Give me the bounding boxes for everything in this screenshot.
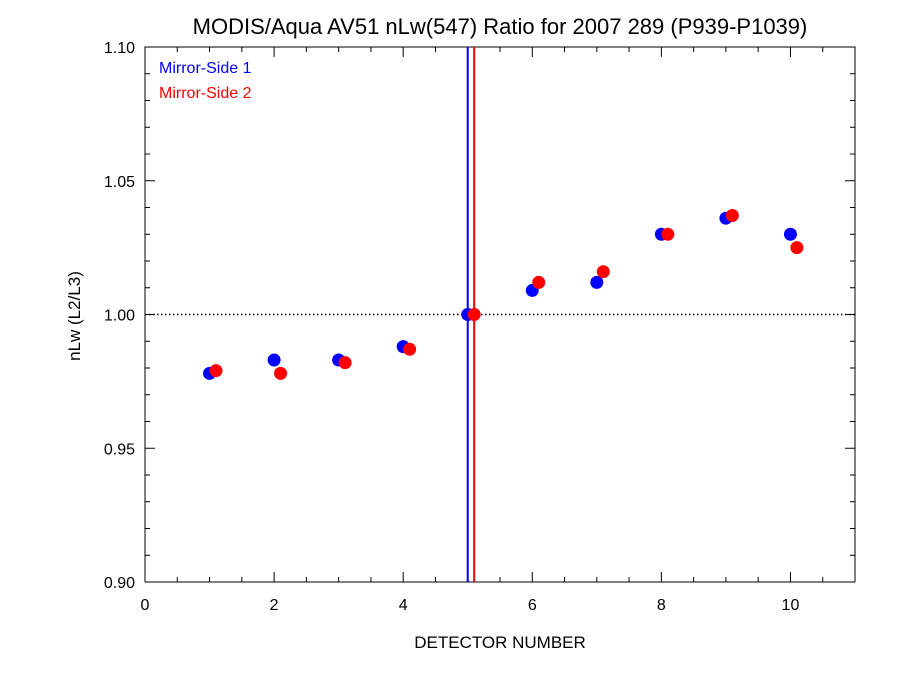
data-point	[209, 364, 223, 378]
data-point	[783, 227, 797, 241]
chart-title: MODIS/Aqua AV51 nLw(547) Ratio for 2007 …	[193, 14, 808, 39]
y-tick-label: 0.90	[104, 575, 135, 592]
x-tick-label: 6	[528, 597, 537, 614]
x-axis-label: DETECTOR NUMBER	[414, 633, 586, 652]
data-point	[267, 353, 281, 367]
data-point	[596, 265, 610, 279]
legend-entry: Mirror-Side 2	[159, 85, 252, 102]
y-tick-label: 1.10	[104, 40, 135, 57]
data-point	[467, 308, 481, 321]
legend: Mirror-Side 1 Mirror-Side 2	[159, 60, 252, 102]
x-tick-label: 4	[399, 597, 408, 614]
y-tick-label: 1.05	[104, 174, 135, 191]
y-axis-label: nLw (L2/L3)	[65, 271, 84, 361]
legend-entry: Mirror-Side 1	[159, 60, 252, 77]
data-point	[403, 342, 417, 356]
data-point	[590, 275, 604, 289]
x-tick-label: 0	[141, 597, 150, 614]
plot-area: 0 2 4 6 8 10 0.90 0.95 1.00 1.05 1.10	[104, 40, 856, 614]
data-point	[725, 209, 739, 223]
data-point	[790, 241, 804, 255]
y-tick-label: 1.00	[104, 308, 135, 325]
y-tick-label: 0.95	[104, 441, 135, 458]
x-tick-label: 8	[657, 597, 666, 614]
x-tick-label: 2	[270, 597, 279, 614]
data-point	[338, 356, 352, 370]
plot-frame	[144, 46, 856, 583]
data-point	[532, 275, 546, 289]
x-tick-label: 10	[782, 597, 800, 614]
data-point	[661, 227, 675, 241]
data-point	[274, 366, 288, 380]
